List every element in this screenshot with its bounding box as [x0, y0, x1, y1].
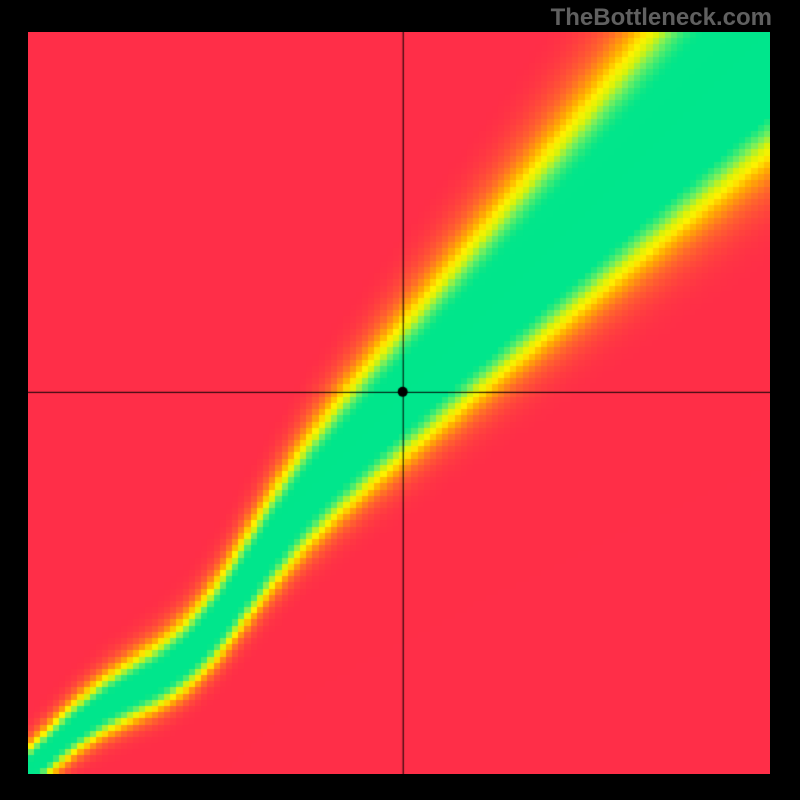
bottleneck-heatmap	[28, 32, 770, 774]
watermark-text: TheBottleneck.com	[551, 4, 772, 32]
chart-container: { "canvas": { "width": 800, "height": 80…	[0, 0, 800, 800]
